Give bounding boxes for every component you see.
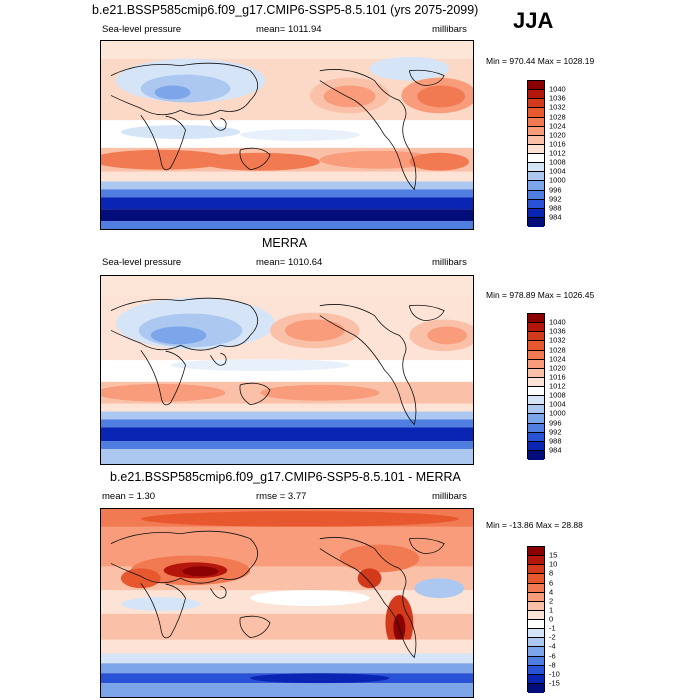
panel-2-title: MERRA [262, 236, 308, 250]
colorbar-tick-label: 1036 [549, 93, 566, 103]
colorbar-tick-label: 1004 [549, 166, 566, 176]
colorbar-tick-label: 992 [549, 427, 562, 437]
colorbar-tick-label: 984 [549, 212, 562, 222]
colorbar-tick-label: 1000 [549, 408, 566, 418]
panel-2-variable-label: Sea-level pressure [102, 257, 182, 268]
panel-2-colorbar [527, 313, 545, 460]
panel-3-minmax-label: Min = -13.86 Max = 28.88 [486, 520, 583, 530]
colorbar-tick-label: 1016 [549, 372, 566, 382]
colorbar-tick-label: 1028 [549, 112, 566, 121]
colorbar-tick-label: 2 [549, 596, 554, 606]
colorbar-tick-label: 1028 [549, 345, 566, 354]
colorbar-tick-label: -15 [549, 678, 560, 688]
colorbar-tick-label: 1004 [549, 399, 566, 409]
panel-1-units-label: millibars [432, 24, 467, 35]
colorbar-tick-label: 1008 [549, 390, 566, 400]
colorbar-tick-label: -10 [549, 669, 560, 679]
colorbar-tick-label: 988 [549, 203, 562, 213]
panel-3-title: b.e21.BSSP585cmip6.f09_g17.CMIP6-SSP5-8.… [110, 470, 461, 484]
colorbar-tick-label: 1040 [549, 317, 566, 327]
panel-1-title: b.e21.BSSP585cmip6.f09_g17.CMIP6-SSP5-8.… [92, 3, 479, 17]
panel-2-units-label: millibars [432, 257, 467, 268]
panel-2-map [100, 275, 474, 465]
colorbar-tick-label: 0 [549, 614, 554, 624]
panel-2-minmax-label: Min = 978.89 Max = 1026.45 [486, 290, 595, 300]
colorbar-tick-label: -6 [549, 651, 556, 660]
colorbar-tick-label: 6 [549, 578, 554, 587]
panel-1-map [100, 40, 474, 230]
colorbar-tick-label: 1000 [549, 175, 566, 185]
colorbar-tick-label: 1024 [549, 354, 566, 364]
colorbar-tick-label: -1 [549, 623, 556, 633]
colorbar-tick-label: 988 [549, 436, 562, 446]
colorbar-tick-label: -8 [549, 660, 556, 670]
colorbar-tick-label: 15 [549, 550, 558, 560]
colorbar-tick-label: 8 [549, 568, 554, 578]
panel-3-units-label: millibars [432, 491, 467, 502]
panel-2-mean-label: mean= 1010.64 [256, 257, 323, 268]
colorbar-tick-label: 10 [549, 559, 558, 569]
colorbar-tick-label: 1020 [549, 363, 566, 373]
colorbar-tick-label: 996 [549, 185, 562, 194]
colorbar-tick-label: 1012 [549, 381, 566, 391]
colorbar-tick-label: 1012 [549, 148, 566, 158]
panel-1-colorbar [527, 80, 545, 227]
colorbar-tick-label: 1040 [549, 84, 566, 94]
panel-3-rmse-label: rmse = 3.77 [256, 491, 307, 502]
colorbar-tick-label: -2 [549, 632, 556, 642]
colorbar-tick-label: 1008 [549, 157, 566, 167]
colorbar-tick-label: 992 [549, 194, 562, 204]
panel-3-colorbar [527, 546, 545, 693]
colorbar-tick-label: 996 [549, 418, 562, 427]
colorbar-tick-label: 1024 [549, 121, 566, 131]
colorbar-tick-label: 1032 [549, 102, 566, 112]
panel-1-variable-label: Sea-level pressure [102, 24, 182, 35]
panel-3-mean-label: mean = 1.30 [102, 491, 156, 502]
colorbar-tick-label: 1036 [549, 326, 566, 336]
colorbar-tick-label: 984 [549, 445, 562, 455]
panel-1-contour-field [101, 41, 473, 229]
panel-3-map [100, 508, 474, 698]
colorbar-tick-label: 1 [549, 605, 554, 615]
colorbar-tick-label: 1016 [549, 139, 566, 149]
colorbar-tick-label: -4 [549, 641, 556, 651]
panel-3-contour-field [101, 509, 473, 697]
panel-1-mean-label: mean= 1011.94 [256, 24, 322, 35]
panel-2-contour-field [101, 276, 473, 464]
colorbar-tick-label: 4 [549, 587, 554, 597]
panel-1-minmax-label: Min = 970.44 Max = 1028.19 [486, 56, 595, 66]
colorbar-tick-label: 1032 [549, 335, 566, 345]
season-label: JJA [513, 8, 554, 33]
colorbar-tick-label: 1020 [549, 130, 566, 140]
